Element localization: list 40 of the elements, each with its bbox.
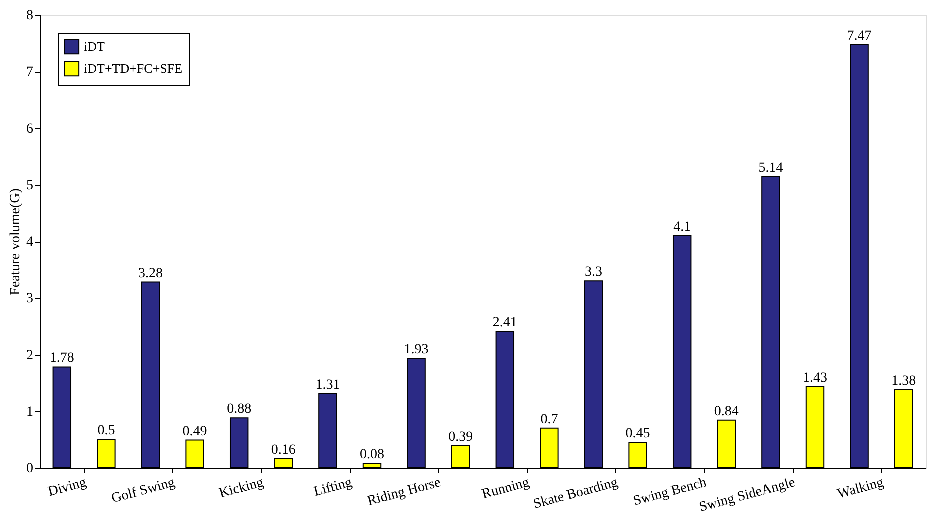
data-label: 0.39 (448, 430, 474, 445)
data-label: 4.1 (674, 220, 692, 235)
data-label: 3.3 (585, 265, 602, 280)
y-tick-label: 1 (26, 404, 34, 420)
y-tick-label: 0 (26, 462, 34, 476)
x-tick-label: Walking (836, 476, 886, 502)
data-label: 1.78 (50, 351, 74, 366)
y-tick-label: 4 (26, 235, 34, 250)
data-label: 0.49 (182, 424, 208, 440)
y-tick-label: 5 (26, 178, 34, 194)
data-label: 0.7 (540, 412, 558, 428)
y-tick-label: 3 (26, 292, 34, 307)
y-tick-label: 6 (26, 122, 34, 137)
x-tick-label: Kicking (218, 476, 266, 502)
data-label: 0.88 (227, 402, 252, 418)
data-label: 0.84 (714, 404, 739, 420)
x-tick-label: Diving (46, 476, 88, 500)
legend-label: iDT+TD+FC+SFE (84, 61, 183, 76)
data-label: 1.38 (892, 374, 916, 389)
data-label: 0.45 (626, 426, 650, 442)
data-label: 0.08 (360, 447, 384, 462)
data-label: 1.93 (404, 342, 429, 358)
x-tick-label: Running (480, 476, 532, 502)
data-label: 3.28 (138, 266, 163, 282)
data-label: 1.31 (316, 378, 340, 393)
y-tick-label: 8 (26, 8, 34, 24)
data-label: 2.41 (492, 316, 518, 331)
data-label: 0.16 (271, 442, 296, 458)
data-label: 5.14 (758, 160, 784, 176)
data-label: 0.5 (98, 424, 116, 439)
data-label: 1.43 (803, 371, 828, 386)
y-tick-label: 2 (26, 348, 34, 364)
y-tick-label: 7 (26, 65, 34, 80)
x-tick-label: Golf Swing (110, 476, 177, 507)
y-axis-title: Feature volume(G) (8, 188, 24, 296)
x-tick-label: Lifting (312, 476, 354, 500)
data-label: 7.47 (847, 29, 872, 44)
legend-label: iDT (84, 39, 105, 54)
x-tick-label: Skate Boarding (532, 476, 620, 512)
x-tick-label: Riding Horse (366, 476, 443, 510)
